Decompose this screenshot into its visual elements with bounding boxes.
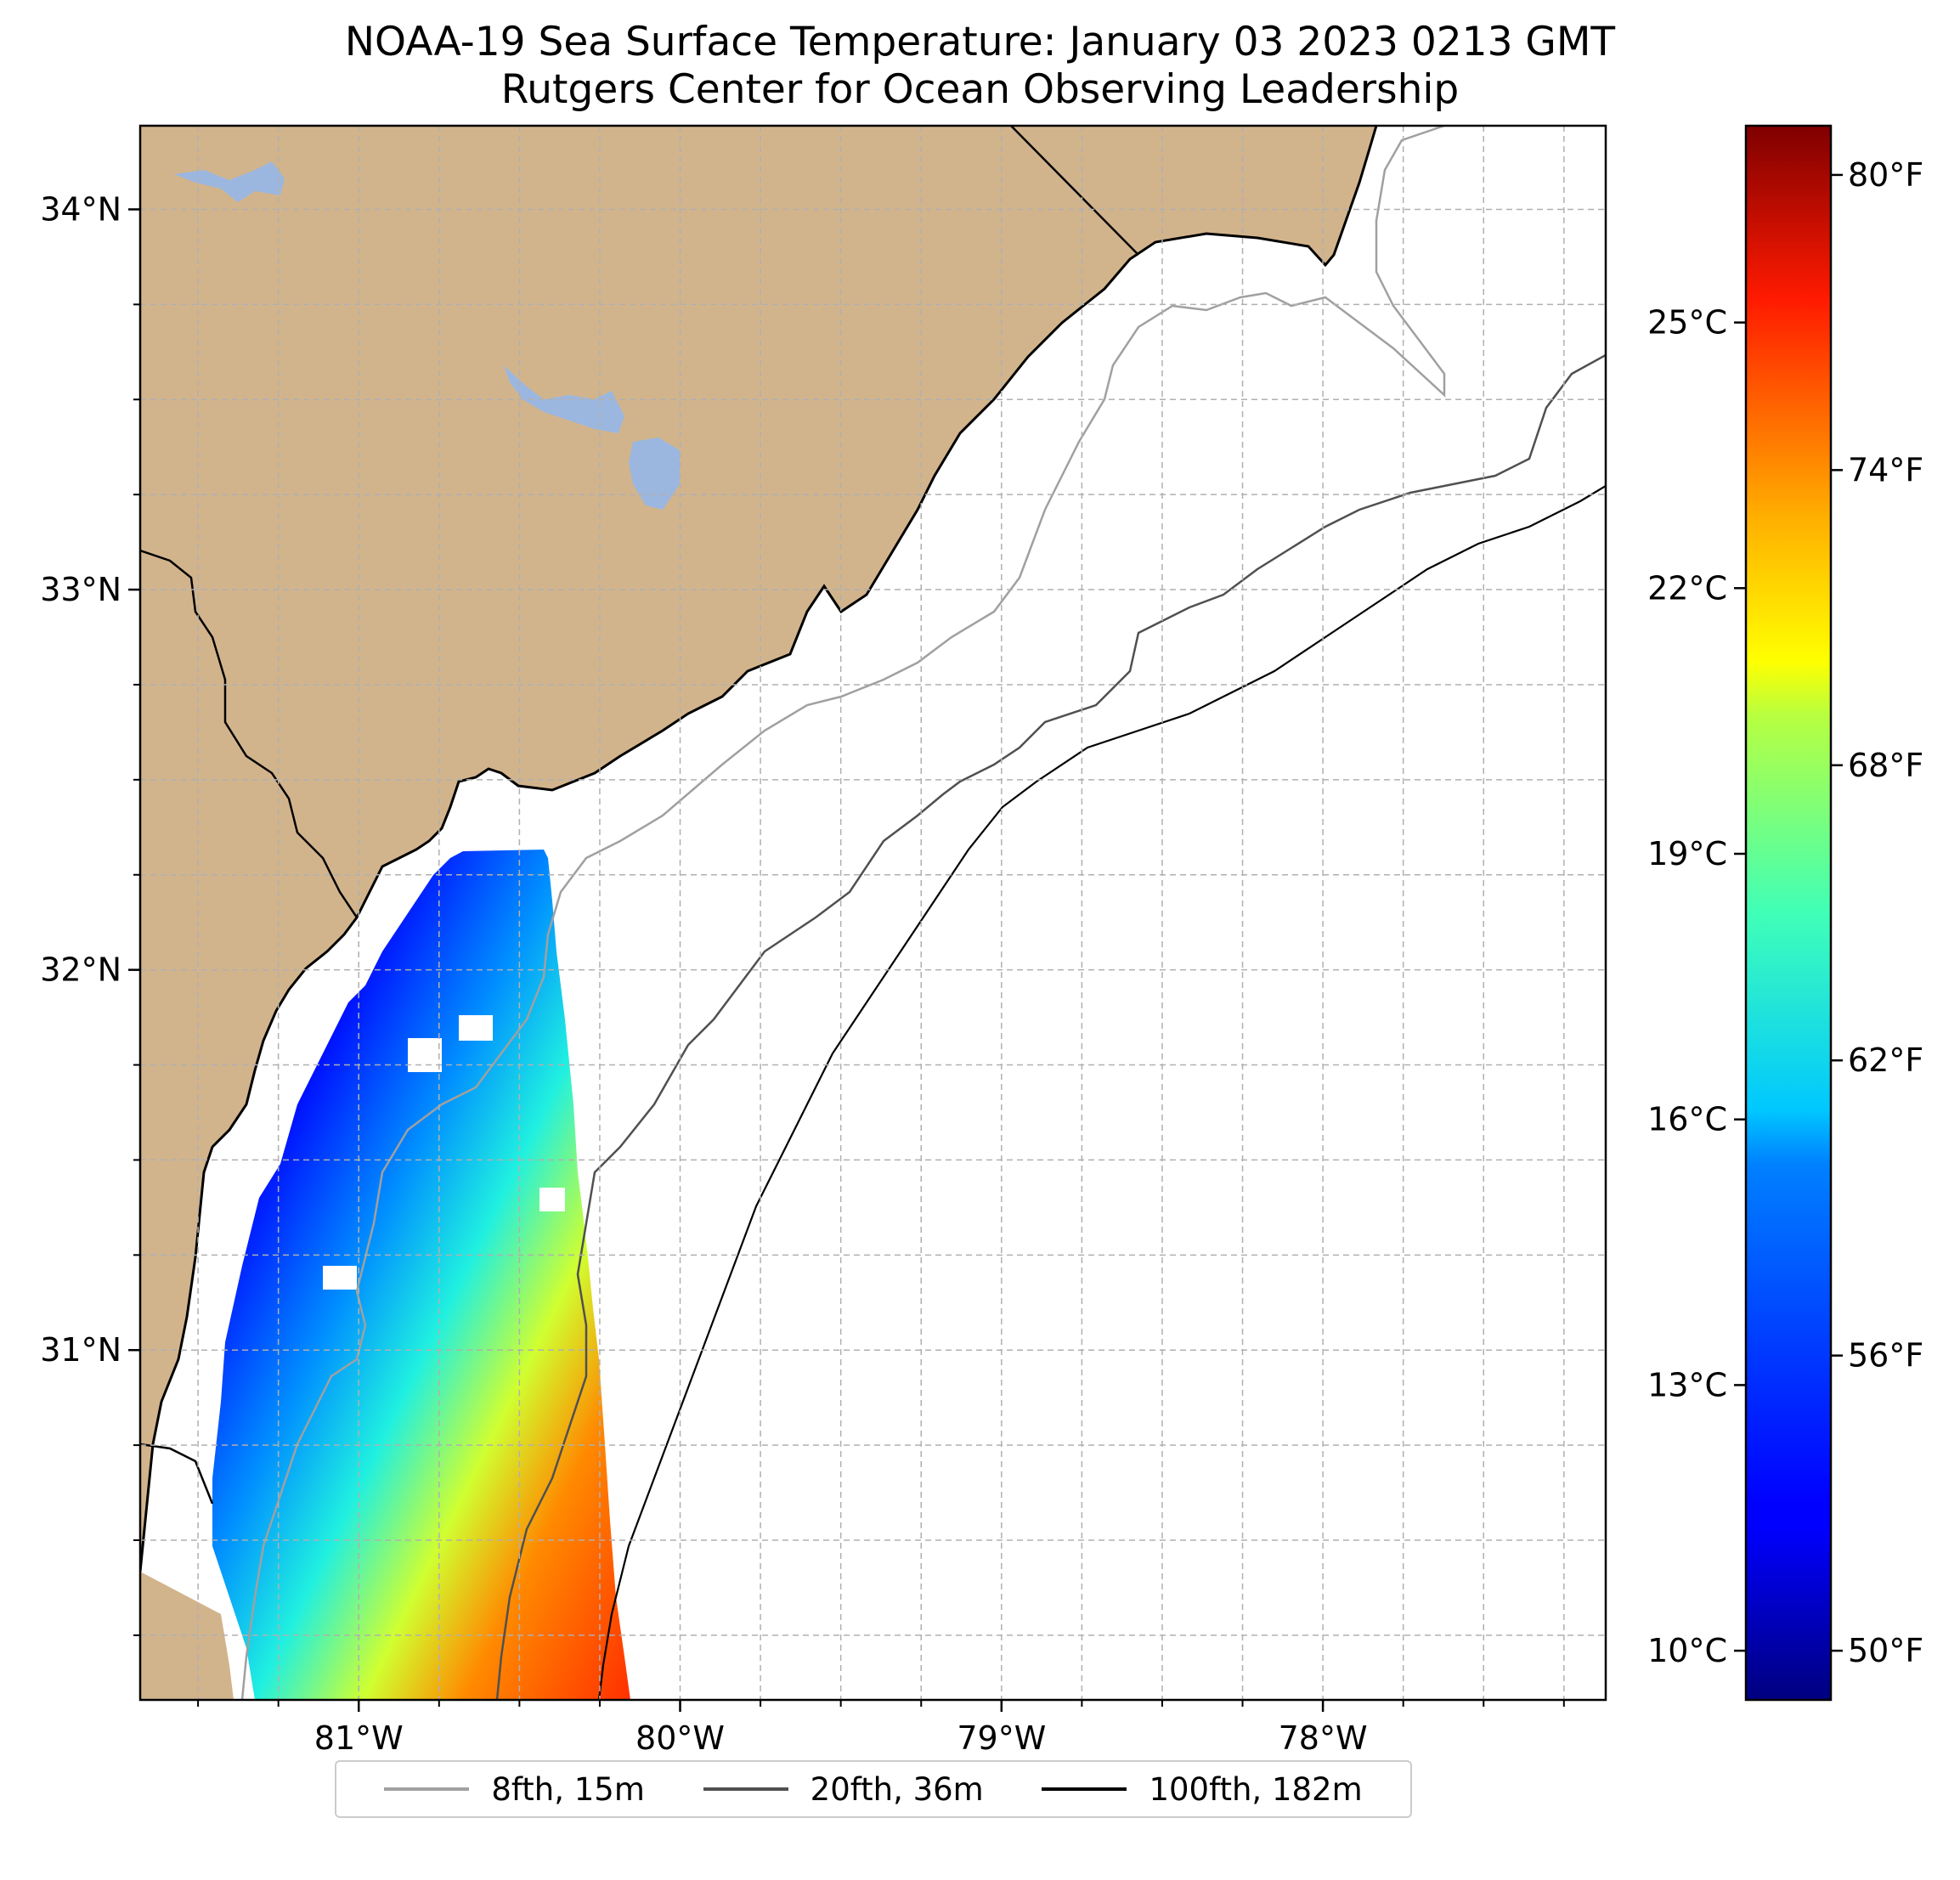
lat-tick-label: 32°N: [40, 951, 121, 989]
legend-label-8fth: 8fth, 15m: [491, 1770, 645, 1808]
lat-tick-label: 31°N: [40, 1331, 121, 1369]
legend-line-8fth: [384, 1787, 470, 1791]
bathymetry-legend: 8fth, 15m 20fth, 36m 100fth, 182m: [335, 1760, 1412, 1818]
legend-label-100fth: 100fth, 182m: [1149, 1770, 1363, 1808]
colorbar-fahrenheit-ticks: 80°F 74°F 68°F 62°F 56°F 50°F: [1831, 156, 1923, 1669]
map-title: NOAA-19 Sea Surface Temperature: January…: [0, 19, 1960, 114]
lon-tick-label: 78°W: [1279, 1719, 1368, 1757]
longitude-axis: 81°W 80°W 79°W 78°W: [197, 1700, 1565, 1757]
colorbar: [1746, 126, 1831, 1700]
colorbar-celsius-label: 19°C: [1647, 835, 1727, 872]
lon-tick-label: 79°W: [957, 1719, 1046, 1757]
title-line-1: NOAA-19 Sea Surface Temperature: January…: [344, 19, 1616, 65]
lat-tick-label: 33°N: [40, 571, 121, 608]
land-area: [140, 126, 1376, 1700]
state-border: [140, 549, 359, 918]
colorbar-fahrenheit-label: 56°F: [1848, 1337, 1923, 1375]
lon-tick-label: 81°W: [314, 1719, 404, 1757]
colorbar-celsius-ticks: 25°C 22°C 19°C 16°C 13°C 10°C: [1647, 304, 1746, 1669]
legend-entry-8fth: 8fth, 15m: [384, 1771, 645, 1808]
colorbar-fahrenheit-label: 68°F: [1848, 747, 1923, 784]
graticule: [140, 126, 1606, 1700]
sst-swath: [212, 850, 630, 1700]
contour-20fth: [495, 353, 1606, 1700]
map-frame: [138, 124, 1607, 1702]
colorbar-frame: [1744, 124, 1833, 1702]
state-border: [1010, 126, 1139, 256]
colorbar-celsius-label: 10°C: [1647, 1632, 1727, 1669]
data-gap: [539, 1188, 565, 1211]
state-border: [140, 1442, 214, 1505]
legend-entry-20fth: 20fth, 36m: [703, 1771, 984, 1808]
data-gap: [323, 1266, 357, 1290]
data-gap: [459, 1015, 493, 1041]
colorbar-celsius-label: 13°C: [1647, 1366, 1727, 1403]
colorbar-celsius-label: 25°C: [1647, 304, 1727, 342]
legend-entry-100fth: 100fth, 182m: [1042, 1770, 1363, 1808]
data-gap: [408, 1038, 442, 1072]
title-line-2: Rutgers Center for Ocean Observing Leade…: [500, 66, 1460, 113]
legend-line-20fth: [703, 1787, 788, 1791]
lon-tick-label: 80°W: [635, 1719, 725, 1757]
colorbar-celsius-label: 16°C: [1647, 1101, 1727, 1138]
latitude-axis: 34°N 33°N 32°N 31°N: [40, 190, 140, 1636]
legend-line-100fth: [1042, 1787, 1127, 1791]
colorbar-fahrenheit-label: 62°F: [1848, 1042, 1923, 1079]
lake: [629, 438, 680, 510]
lake: [174, 161, 285, 202]
colorbar-fahrenheit-label: 80°F: [1848, 156, 1923, 194]
colorbar-fahrenheit-label: 50°F: [1848, 1632, 1923, 1669]
colorbar-celsius-label: 22°C: [1647, 569, 1727, 607]
legend-label-20fth: 20fth, 36m: [810, 1770, 984, 1808]
contour-8fth: [240, 126, 1446, 1700]
lat-tick-label: 34°N: [40, 190, 121, 228]
coastline: [140, 126, 1378, 1572]
colorbar-fahrenheit-label: 74°F: [1848, 451, 1923, 488]
